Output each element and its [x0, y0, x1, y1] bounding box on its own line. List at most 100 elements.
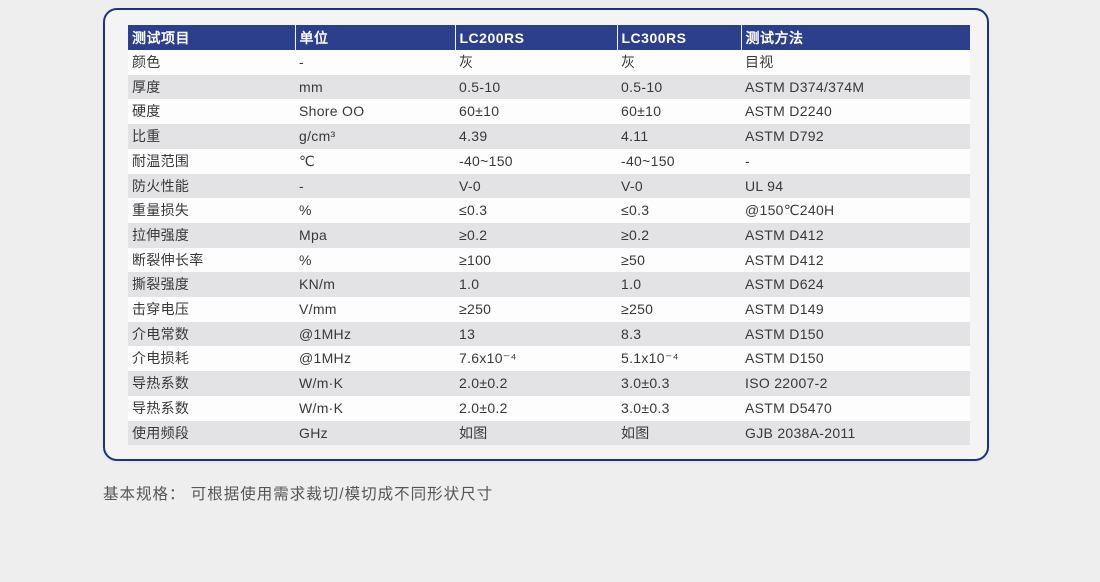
table-cell: 断裂伸长率 [128, 247, 295, 273]
table-cell: ASTM D412 [741, 247, 970, 273]
table-cell: @1MHz [295, 346, 455, 372]
table-cell: ASTM D5470 [741, 395, 970, 421]
table-cell: 0.5-10 [455, 74, 617, 100]
table-cell: 1.0 [617, 272, 741, 298]
table-cell: V/mm [295, 297, 455, 322]
table-cell: % [295, 198, 455, 223]
table-cell: % [295, 247, 455, 273]
table-row: 导热系数 W/m·K 2.0±0.2 3.0±0.3 ISO 22007-2 [128, 371, 970, 396]
table-cell: 如图 [617, 420, 741, 446]
table-cell: ASTM D374/374M [741, 74, 970, 100]
table-cell: ≥0.2 [617, 222, 741, 248]
table-row: 断裂伸长率% ≥100 ≥50 ASTM D412 [128, 247, 970, 273]
table-cell: @150℃240H [741, 198, 970, 223]
table-cell: 比重 [128, 124, 295, 149]
table-cell: 硬度 [128, 99, 295, 125]
table-row: 防火性能 - V-0 V-0 UL 94 [128, 173, 970, 199]
spec-table: 测试项目 单位 LC200RS LC300RS 测试方法 颜色 - 灰灰目视 厚度 mm… [128, 25, 970, 446]
table-cell: 导热系数 [128, 395, 295, 421]
table-cell: GJB 2038A-2011 [741, 420, 970, 446]
column-header-lc300rs: LC300RS [616, 25, 741, 50]
column-header-lc200rs: LC200RS [454, 25, 617, 50]
table-cell: g/cm³ [295, 124, 455, 149]
table-cell: ℃ [295, 148, 455, 174]
table-cell: 8.3 [617, 321, 741, 347]
table-cell: 导热系数 [128, 371, 295, 396]
table-cell: 重量损失 [128, 198, 295, 223]
table-cell: -40~150 [455, 148, 617, 174]
table-cell: ASTM D792 [741, 124, 970, 149]
table-cell: V-0 [617, 173, 741, 199]
table-cell: 击穿电压 [128, 297, 295, 322]
table-cell: ≥0.2 [455, 222, 617, 248]
table-cell: ≤0.3 [455, 198, 617, 223]
table-cell: UL 94 [741, 173, 970, 199]
table-cell: W/m·K [295, 395, 455, 421]
table-cell: Mpa [295, 222, 455, 248]
table-cell: 使用频段 [128, 420, 295, 446]
table-cell: 灰 [617, 50, 741, 75]
table-cell: GHz [295, 420, 455, 446]
table-row: 耐温范围 ℃ -40~150 -40~150- [128, 148, 970, 174]
table-cell: 介电常数 [128, 321, 295, 347]
table-cell: ≥100 [455, 247, 617, 273]
table-cell: ASTM D150 [741, 321, 970, 347]
table-cell: 介电损耗 [128, 346, 295, 372]
column-header-unit: 单位 [294, 25, 455, 50]
table-row: 使用频段 GHz 如图 如图 GJB 2038A-2011 [128, 420, 970, 446]
table-cell: 目视 [741, 50, 970, 75]
spec-table-body: 颜色 - 灰灰目视 厚度 mm 0.5-10 0.5-10 ASTM D374/374M 硬度 S… [128, 50, 970, 446]
table-cell: 5.1x10⁻⁴ [617, 346, 741, 372]
table-cell: 厚度 [128, 74, 295, 100]
column-header-test-method: 测试方法 [740, 25, 970, 50]
table-row: 介电常数 @1MHz 13 8.3 ASTM D150 [128, 321, 970, 347]
table-cell: ≥250 [617, 297, 741, 322]
table-row: 击穿电压 V/mm ≥250 ≥250 ASTM D149 [128, 297, 970, 322]
table-cell: V-0 [455, 173, 617, 199]
table-row: 介电损耗 @1MHz 7.6x10⁻⁴ 5.1x10⁻⁴ ASTM D150 [128, 346, 970, 372]
table-row: 拉伸强度 Mpa ≥0.2 ≥0.2 ASTM D412 [128, 222, 970, 248]
table-row: 厚度 mm 0.5-10 0.5-10 ASTM D374/374M [128, 74, 970, 100]
spec-card: 测试项目 单位 LC200RS LC300RS 测试方法 颜色 - 灰灰目视 厚度 mm… [103, 8, 989, 461]
table-cell: W/m·K [295, 371, 455, 396]
table-cell: 2.0±0.2 [455, 395, 617, 421]
table-header-row: 测试项目 单位 LC200RS LC300RS 测试方法 [128, 25, 970, 50]
table-row: 硬度 Shore OO 60±10 60±10 ASTM D2240 [128, 99, 970, 125]
table-cell: 7.6x10⁻⁴ [455, 346, 617, 372]
table-cell: 3.0±0.3 [617, 371, 741, 396]
table-cell: 1.0 [455, 272, 617, 298]
table-cell: 60±10 [455, 99, 617, 125]
table-cell: ASTM D150 [741, 346, 970, 372]
table-cell: 耐温范围 [128, 148, 295, 174]
table-cell: 拉伸强度 [128, 222, 295, 248]
table-cell: -40~150 [617, 148, 741, 174]
table-cell: ≥50 [617, 247, 741, 273]
table-cell: ASTM D2240 [741, 99, 970, 125]
table-cell: Shore OO [295, 99, 455, 125]
table-cell: ASTM D412 [741, 222, 970, 248]
table-cell: 60±10 [617, 99, 741, 125]
table-row: 比重 g/cm³ 4.39 4.11 ASTM D792 [128, 124, 970, 149]
table-cell: 4.11 [617, 124, 741, 149]
table-row: 颜色 - 灰灰目视 [128, 50, 970, 75]
table-row: 导热系数 W/m·K 2.0±0.2 3.0±0.3 ASTM D5470 [128, 395, 970, 421]
table-cell: 防火性能 [128, 173, 295, 199]
table-cell: ≤0.3 [617, 198, 741, 223]
table-cell: 4.39 [455, 124, 617, 149]
table-row: 撕裂强度 KN/m 1.0 1.0 ASTM D624 [128, 272, 970, 298]
table-cell: - [295, 50, 455, 75]
table-cell: 撕裂强度 [128, 272, 295, 298]
table-cell: ASTM D624 [741, 272, 970, 298]
table-cell: ISO 22007-2 [741, 371, 970, 396]
table-cell: 2.0±0.2 [455, 371, 617, 396]
basic-spec-note: 基本规格： 可根据使用需求裁切/模切成不同形状尺寸 [103, 486, 494, 503]
table-cell: ASTM D149 [741, 297, 970, 322]
table-cell: 灰 [455, 50, 617, 75]
table-cell: KN/m [295, 272, 455, 298]
table-cell: 颜色 [128, 50, 295, 75]
table-cell: 3.0±0.3 [617, 395, 741, 421]
table-cell: @1MHz [295, 321, 455, 347]
table-cell: ≥250 [455, 297, 617, 322]
column-header-test-item: 测试项目 [128, 25, 295, 50]
table-row: 重量损失% ≤0.3 ≤0.3 @150℃240H [128, 198, 970, 223]
